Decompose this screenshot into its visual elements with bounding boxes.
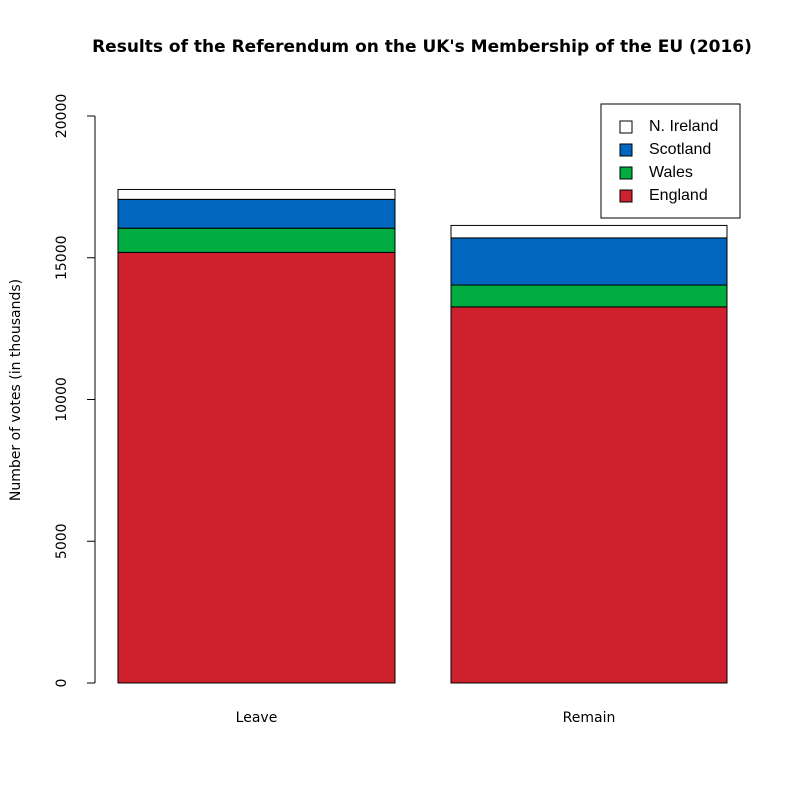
bar-segment — [117, 198, 396, 229]
bar-segment — [117, 188, 396, 200]
bar-segment — [117, 251, 396, 684]
legend-swatch — [619, 120, 633, 134]
y-tick-label: 15000 — [54, 235, 70, 280]
bar-segment — [117, 227, 396, 253]
bar-segment — [450, 237, 728, 286]
legend-swatch — [619, 189, 633, 203]
bar-segment — [450, 224, 728, 239]
y-tick-label: 10000 — [54, 377, 70, 422]
bar-segment — [450, 284, 728, 308]
y-axis-label: Number of votes (in thousands) — [8, 279, 24, 501]
legend-swatch — [619, 166, 633, 180]
legend-label: Scotland — [649, 141, 711, 158]
legend-label: N. Ireland — [649, 118, 718, 135]
chart-title: Results of the Referendum on the UK's Me… — [92, 37, 752, 57]
y-tick-label: 5000 — [54, 523, 70, 559]
y-tick-label: 20000 — [54, 94, 70, 139]
legend-swatch — [619, 143, 633, 157]
x-tick-label: Leave — [236, 710, 278, 726]
legend-label: Wales — [649, 164, 693, 181]
y-tick-label: 0 — [54, 679, 70, 688]
legend-label: England — [649, 187, 708, 204]
bar-segment — [450, 306, 728, 684]
x-tick-label: Remain — [563, 710, 616, 726]
